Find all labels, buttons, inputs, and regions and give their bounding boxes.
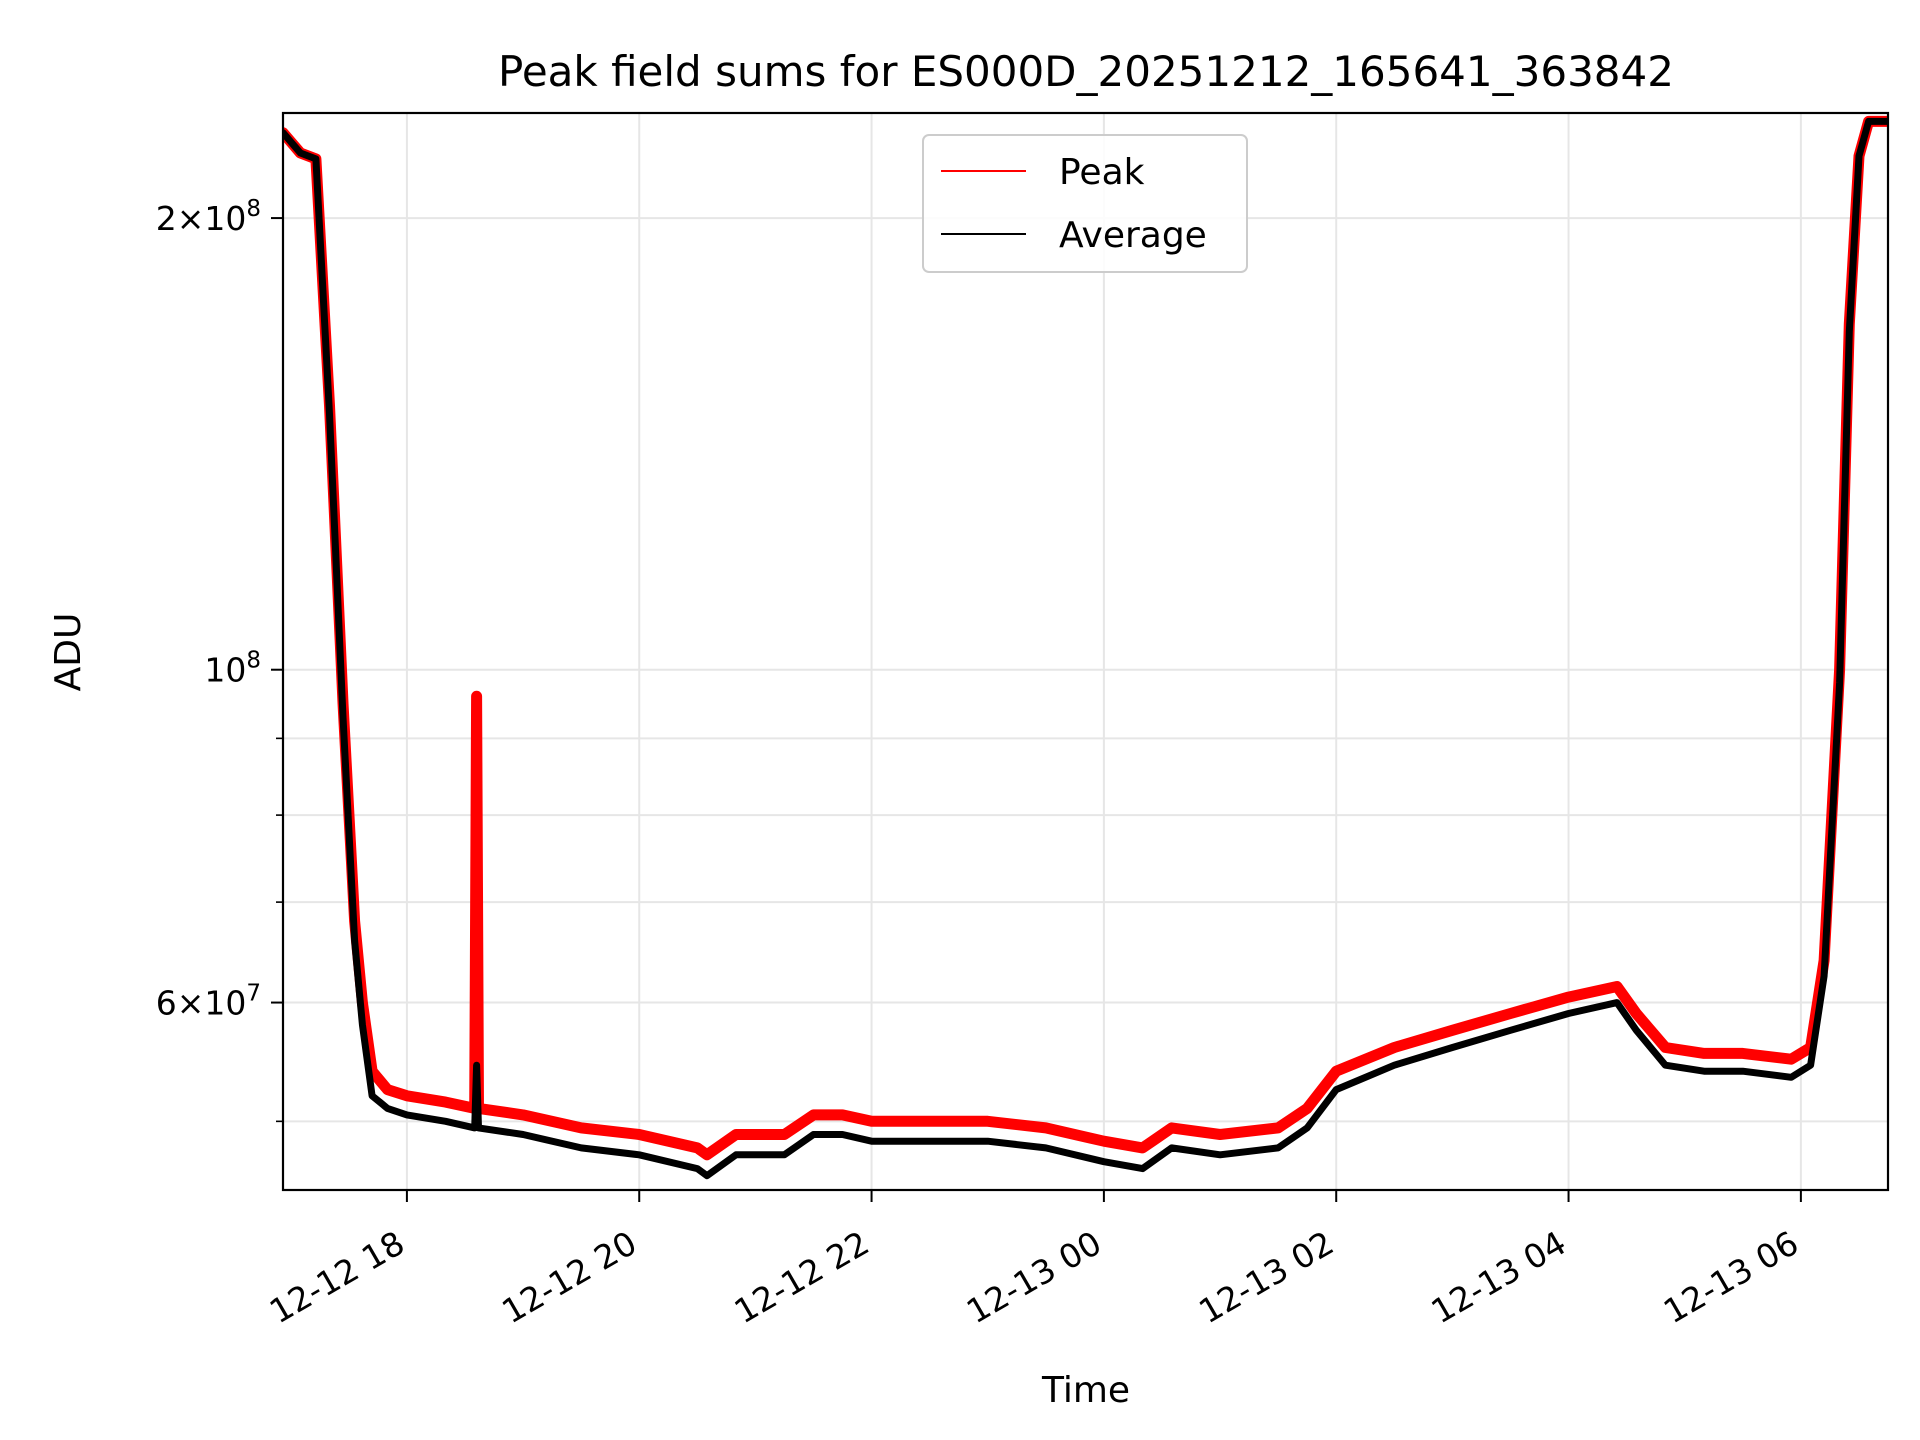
legend: Peak Average: [922, 134, 1248, 273]
y-tick-exponent: 8: [246, 648, 261, 674]
y-tick-label: 2×108: [156, 196, 261, 238]
series-peak-line: [283, 115, 1888, 1161]
y-tick-label: 108: [204, 648, 261, 690]
y-tick-base: 10: [204, 651, 246, 690]
x-axis-label: Time: [1041, 1370, 1130, 1411]
y-axis-label: ADU: [48, 613, 89, 692]
legend-label-peak: Peak: [1059, 152, 1145, 193]
y-tick-exponent: 8: [246, 196, 261, 222]
y-tick-exponent: 7: [246, 981, 261, 1007]
series-layer: [283, 115, 1888, 1180]
y-tick-base: 2×10: [156, 199, 247, 238]
y-tick-label: 6×107: [156, 981, 261, 1023]
series-average-line: [283, 117, 1888, 1180]
y-tick-base: 6×10: [156, 984, 247, 1023]
plot-frame: [281, 111, 1890, 1192]
chart-title: Peak field sums for ES000D_20251212_1656…: [498, 47, 1674, 96]
legend-label-average: Average: [1059, 215, 1207, 256]
legend-box: [922, 134, 1248, 273]
